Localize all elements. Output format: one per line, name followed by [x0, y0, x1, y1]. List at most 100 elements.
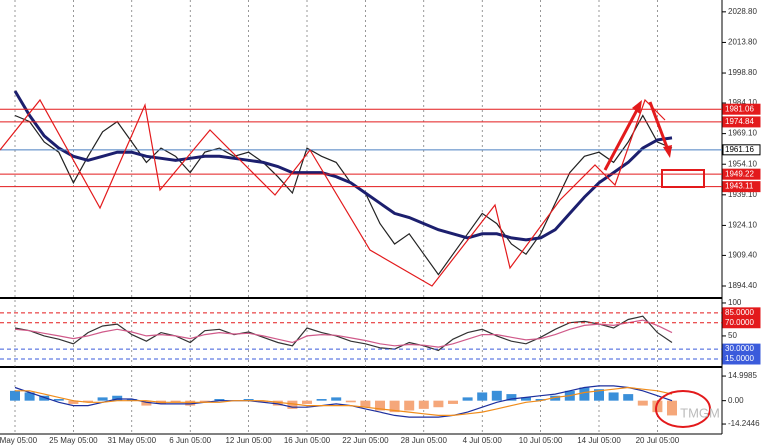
x-tick-label: 4 Jul 05:00 [463, 436, 503, 445]
x-tick-label: 10 Jul 05:00 [519, 436, 563, 445]
level-label: 30.0000 [725, 344, 754, 353]
histogram-bar [39, 395, 50, 401]
y-tick-label: 1939.10 [728, 190, 757, 199]
level-label: 70.0000 [725, 318, 754, 327]
level-label: 1961.16 [725, 145, 754, 154]
histogram-bar [97, 397, 108, 401]
highlight-circle [655, 390, 711, 428]
x-tick-label: 20 Jul 05:00 [636, 436, 680, 445]
histogram-bar [83, 400, 93, 403]
histogram-bar [521, 397, 531, 401]
histogram-bar [331, 397, 342, 401]
y-tick-label: 14.9985 [728, 371, 757, 380]
watermark: TMGM [680, 405, 720, 420]
level-label: 1981.06 [725, 104, 754, 113]
histogram-bar [579, 387, 590, 401]
histogram-bar [433, 400, 444, 408]
arrow-up [603, 107, 640, 171]
level-label-box [722, 317, 761, 329]
histogram-bar [199, 400, 210, 403]
level-label-box [722, 103, 761, 115]
arrow-head [663, 145, 672, 158]
histogram-bar [667, 400, 677, 416]
y-tick-label: 1894.40 [728, 281, 757, 290]
y-tick-label: 1954.10 [728, 159, 757, 168]
histogram-bar [608, 392, 619, 401]
histogram-bar [302, 400, 312, 404]
y-tick-label: 1909.40 [728, 251, 757, 260]
series-line [14, 315, 673, 352]
arrow-head [632, 100, 642, 114]
level-label: 85.0000 [725, 308, 754, 317]
histogram-bar [185, 400, 196, 406]
histogram-bar [375, 400, 385, 411]
level-label-box [722, 181, 761, 193]
histogram-bar [345, 400, 356, 403]
histogram-bar [316, 399, 327, 401]
histogram-bar [10, 390, 20, 401]
y-tick-label: 2013.80 [728, 38, 757, 47]
histogram-bar [623, 394, 634, 401]
x-tick-label: 25 May 05:00 [49, 436, 98, 445]
y-tick-label: 50 [728, 331, 737, 340]
x-tick-label: 6 Jun 05:00 [169, 436, 211, 445]
level-label-box [722, 353, 761, 365]
series-line [14, 385, 673, 418]
histogram-bar [258, 400, 269, 403]
histogram-bar [287, 400, 298, 409]
y-tick-label: 1984.10 [728, 98, 757, 107]
x-tick-label: 14 Jul 05:00 [577, 436, 621, 445]
level-label-box [722, 144, 761, 156]
y-tick-label: 2028.80 [728, 7, 757, 16]
histogram-bar [243, 399, 254, 401]
histogram-bar [68, 400, 79, 404]
x-tick-label: 16 Jun 05:00 [284, 436, 331, 445]
histogram-bar [272, 400, 283, 406]
level-label-box [722, 116, 761, 128]
histogram-bar [112, 395, 123, 401]
histogram-bar [477, 392, 488, 401]
series-line [14, 319, 673, 348]
y-tick-label: 1924.10 [728, 221, 757, 230]
x-tick-label: 12 Jun 05:00 [225, 436, 272, 445]
histogram-bar [126, 399, 137, 401]
histogram-bar [550, 395, 561, 401]
histogram-bar [53, 399, 64, 401]
histogram-bar [418, 400, 429, 409]
target-box [661, 169, 705, 188]
histogram-bar [637, 400, 648, 406]
y-tick-label: 0.00 [728, 396, 744, 405]
histogram-bar [170, 400, 181, 403]
histogram-bar [360, 400, 371, 408]
histogram-bar [141, 400, 152, 406]
x-tick-label: 31 May 05:00 [108, 436, 157, 445]
series-line [15, 386, 673, 416]
series-line [14, 114, 673, 276]
y-tick-label: 1969.10 [728, 129, 757, 138]
histogram-bar [506, 394, 517, 401]
histogram-bar [448, 400, 458, 404]
x-tick-label: 28 Jun 05:00 [401, 436, 448, 445]
histogram-bar [652, 400, 663, 413]
y-tick-label: 1998.80 [728, 68, 757, 77]
level-label: 1943.11 [725, 182, 754, 191]
arrow-down [648, 101, 670, 151]
x-tick-label: 22 Jun 05:00 [342, 436, 389, 445]
level-label-box [722, 168, 761, 180]
level-label: 15.0000 [725, 354, 754, 363]
level-label: 1949.22 [725, 169, 754, 178]
histogram-bar [491, 390, 502, 401]
histogram-bar [594, 389, 604, 401]
level-label: 1974.84 [725, 117, 754, 126]
y-tick-label: -14.2446 [728, 419, 760, 428]
histogram-bar [214, 399, 225, 401]
histogram-bar [24, 392, 35, 401]
histogram-bar [404, 400, 415, 411]
x-tick-label: 9 May 05:00 [0, 436, 38, 445]
histogram-bar [389, 400, 400, 413]
histogram-bar [535, 399, 546, 401]
y-tick-label: 100 [728, 298, 742, 307]
zigzag [0, 98, 666, 287]
